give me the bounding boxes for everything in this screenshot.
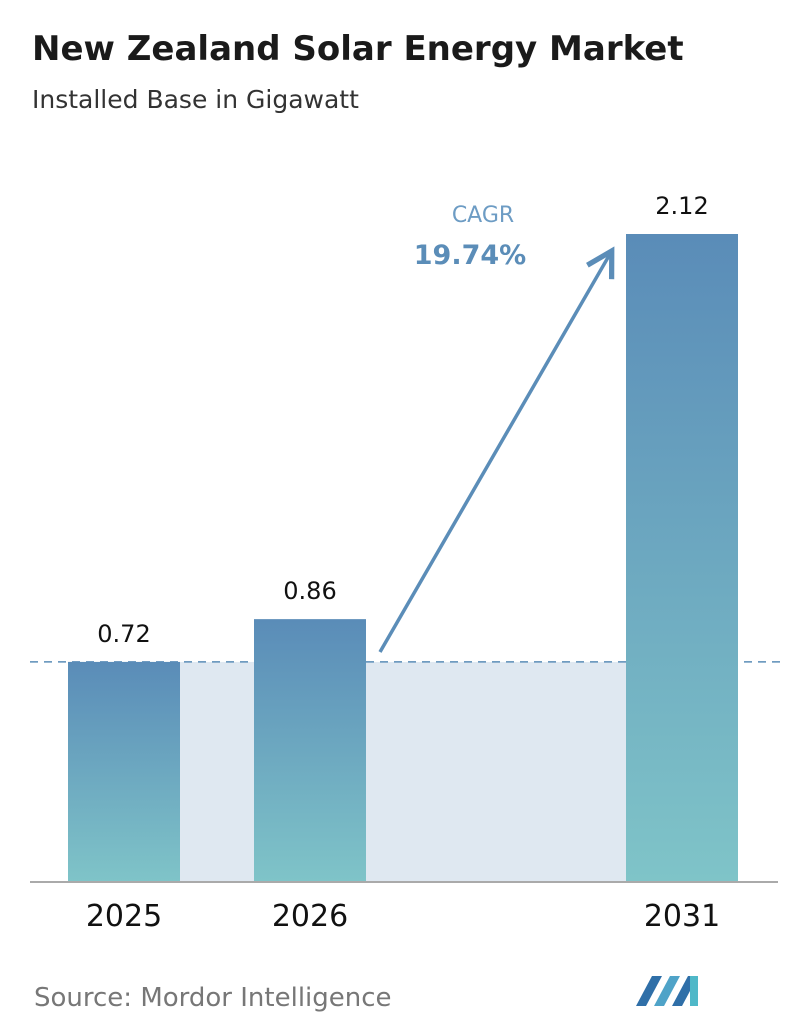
- x-tick-label: 2031: [644, 899, 720, 934]
- source: Source: Mordor Intelligence: [34, 983, 392, 1013]
- logo: [636, 976, 698, 1006]
- data-label: 0.86: [283, 577, 336, 605]
- cagr-arrow: [378, 246, 615, 653]
- cagr-value: 19.74%: [414, 240, 526, 271]
- bar: [626, 234, 738, 882]
- cagr-label: CAGR: [452, 203, 514, 228]
- x-tick-label: 2025: [86, 899, 162, 934]
- x-tick-label: 2026: [272, 899, 348, 934]
- data-label: 2.12: [655, 192, 708, 220]
- chart-subtitle: Installed Base in Gigawatt: [32, 85, 359, 114]
- chart-title: New Zealand Solar Energy Market: [32, 29, 684, 69]
- bar: [68, 661, 180, 882]
- data-label: 0.72: [97, 620, 150, 648]
- bar: [254, 619, 366, 882]
- plot-area: 0.72 2025 0.86 2026 2.12 2031: [30, 192, 780, 934]
